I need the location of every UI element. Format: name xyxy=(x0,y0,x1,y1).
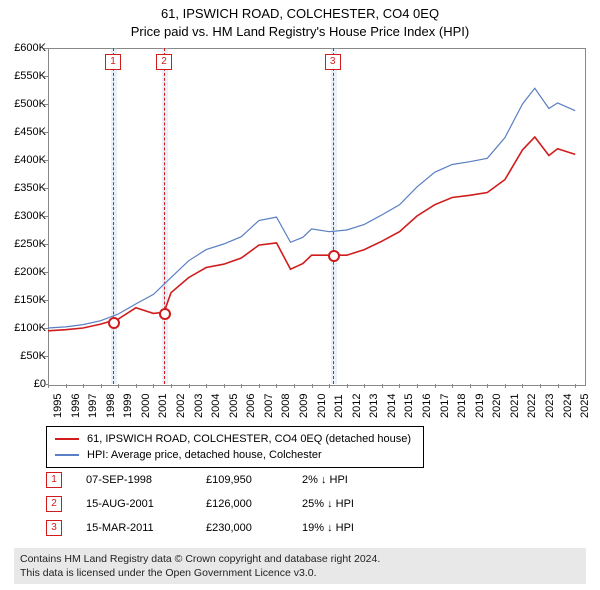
price-marker xyxy=(328,250,340,262)
event-price: £230,000 xyxy=(206,522,302,534)
event-date: 15-AUG-2001 xyxy=(86,498,206,510)
event-row: 3 15-MAR-2011£230,00019% ↓ HPI xyxy=(46,516,402,540)
event-row: 2 15-AUG-2001£126,00025% ↓ HPI xyxy=(46,492,402,516)
events-table: 1 07-SEP-1998£109,9502% ↓ HPI 2 15-AUG-2001… xyxy=(46,468,402,540)
event-row-number: 2 xyxy=(46,496,62,512)
legend-swatch xyxy=(55,454,79,456)
legend-box: 61, IPSWICH ROAD, COLCHESTER, CO4 0EQ (d… xyxy=(46,426,424,468)
legend-item: 61, IPSWICH ROAD, COLCHESTER, CO4 0EQ (d… xyxy=(55,431,415,447)
event-row: 1 07-SEP-1998£109,9502% ↓ HPI xyxy=(46,468,402,492)
event-date: 15-MAR-2011 xyxy=(86,522,206,534)
price-paid-line xyxy=(48,137,575,331)
hpi-line xyxy=(48,88,575,328)
event-row-number: 1 xyxy=(46,472,62,488)
legend-swatch xyxy=(55,438,79,440)
legend-label: HPI: Average price, detached house, Colc… xyxy=(87,449,322,461)
footer-line2: This data is licensed under the Open Gov… xyxy=(20,566,580,580)
event-row-number: 3 xyxy=(46,520,62,536)
event-price: £126,000 xyxy=(206,498,302,510)
footer-line1: Contains HM Land Registry data © Crown c… xyxy=(20,552,580,566)
event-hpi-delta: 2% ↓ HPI xyxy=(302,474,402,486)
event-hpi-delta: 25% ↓ HPI xyxy=(302,498,402,510)
legend-item: HPI: Average price, detached house, Colc… xyxy=(55,447,415,463)
chart-container: 61, IPSWICH ROAD, COLCHESTER, CO4 0EQ Pr… xyxy=(0,0,600,590)
footer-licence: Contains HM Land Registry data © Crown c… xyxy=(14,548,586,584)
event-date: 07-SEP-1998 xyxy=(86,474,206,486)
event-hpi-delta: 19% ↓ HPI xyxy=(302,522,402,534)
legend-label: 61, IPSWICH ROAD, COLCHESTER, CO4 0EQ (d… xyxy=(87,433,411,445)
event-price: £109,950 xyxy=(206,474,302,486)
